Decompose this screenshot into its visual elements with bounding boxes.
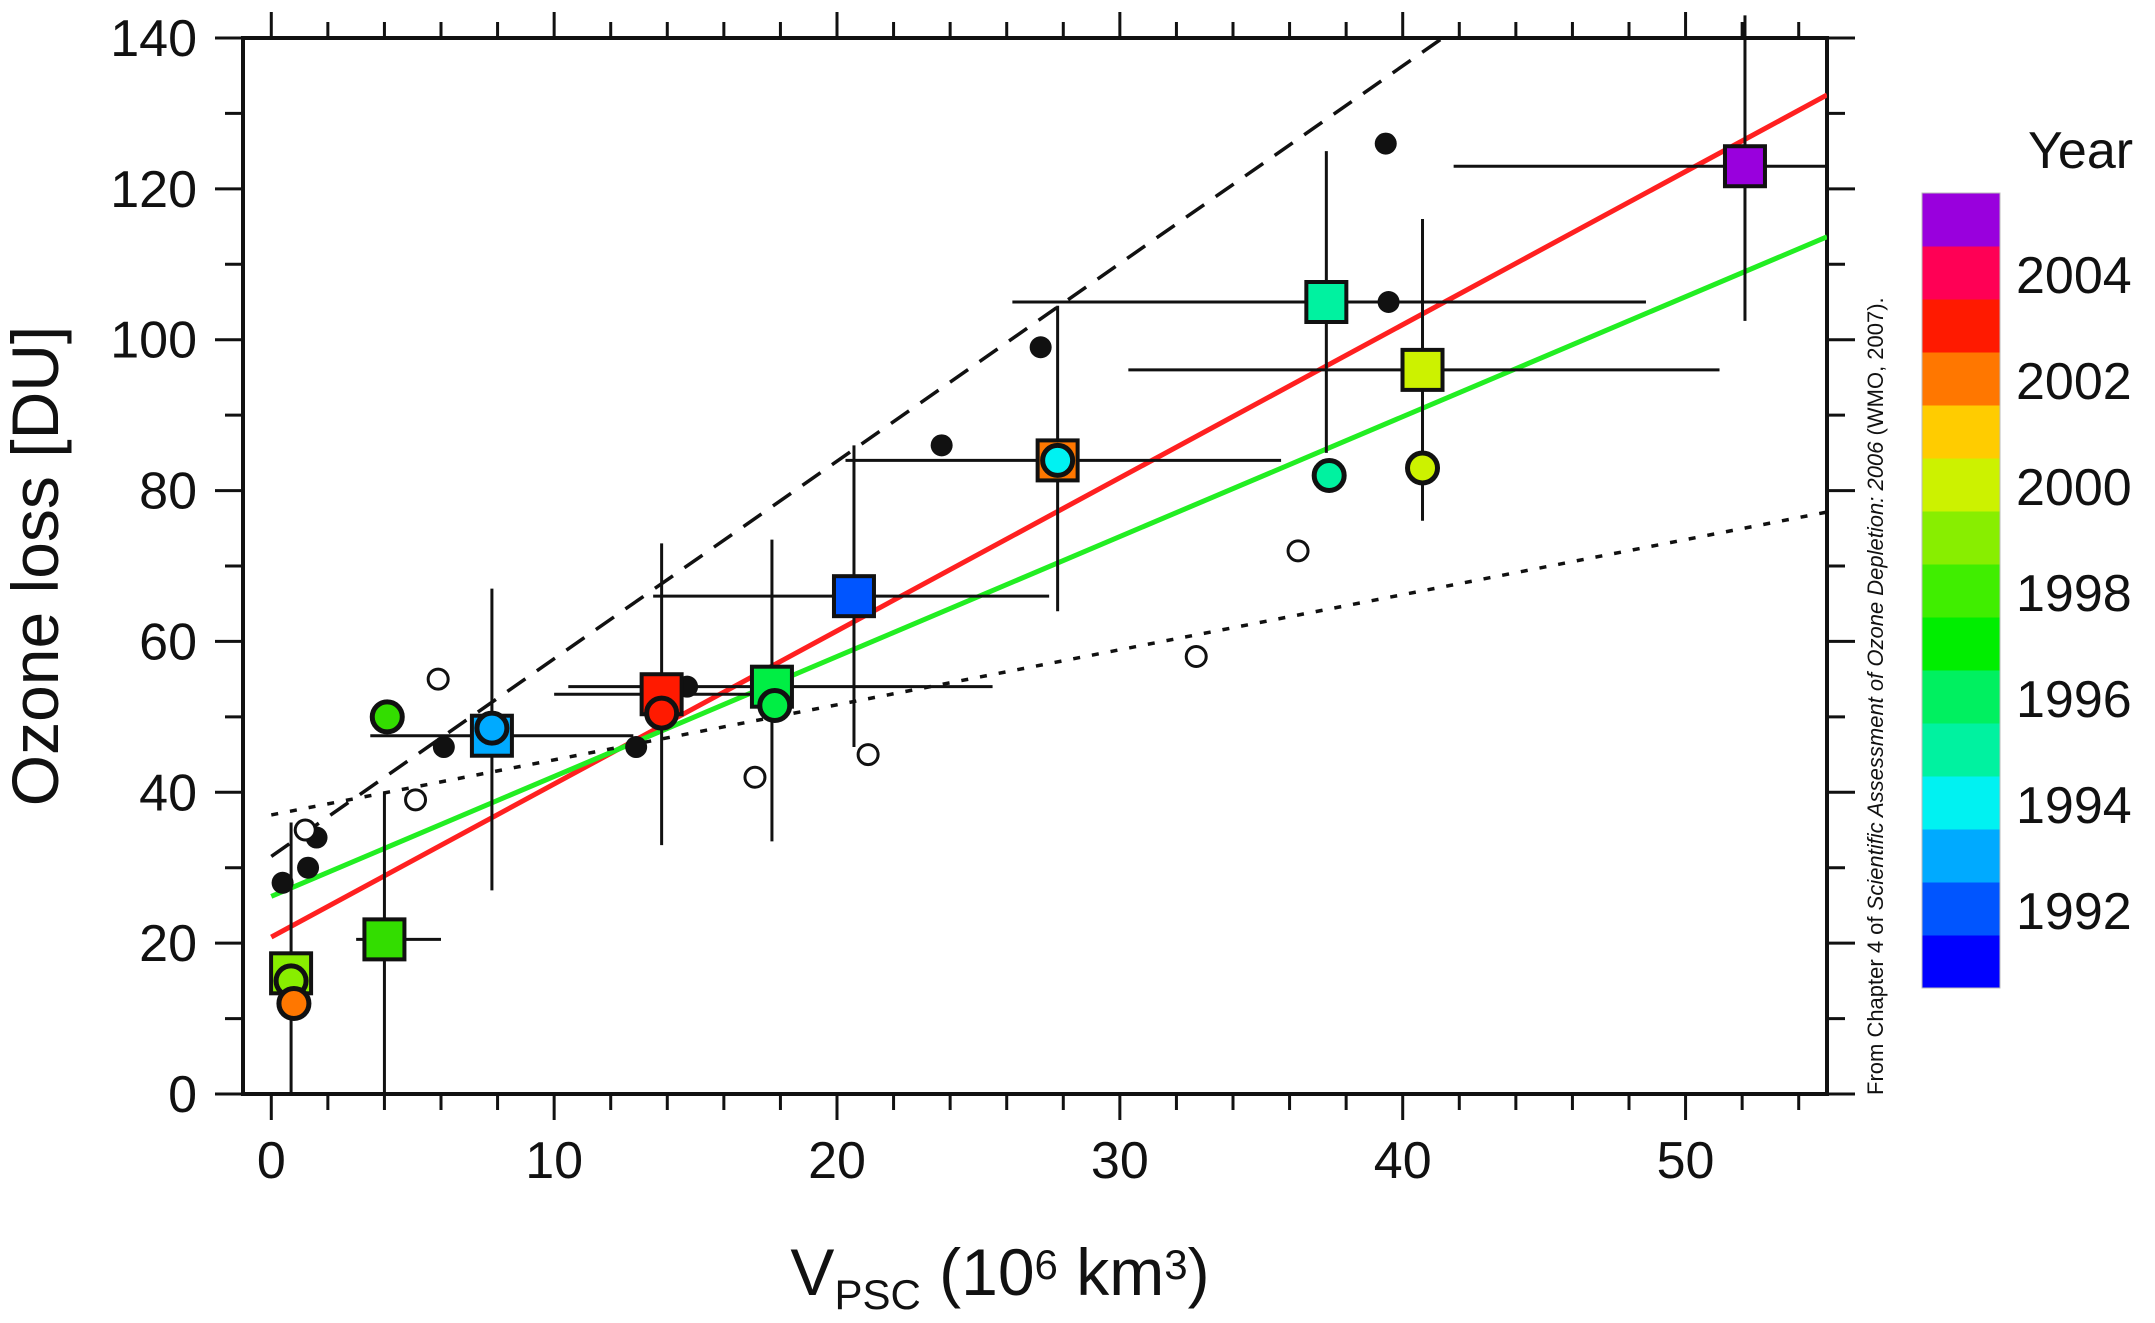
colorbar-label: 2000 [2016,459,2132,517]
x-tick-label: 50 [1657,1132,1715,1190]
circle-marker [757,688,793,724]
open-dot-marker [293,818,317,842]
colorbar-segment [1922,882,2000,936]
circle-marker [474,710,510,746]
x-axis-title: VPSC (106 km3) [790,1235,1209,1318]
y-axis-title: Ozone loss [DU] [0,326,72,807]
data-markers [269,132,1767,1021]
colorbar-label: 2002 [2016,353,2132,411]
y-tick-label: 140 [110,10,197,68]
x-tick-label: 30 [1091,1132,1149,1190]
x-title-part1: (10 [921,1235,1035,1309]
colorbar-segment [1922,829,2000,883]
x-title-main: V [790,1235,834,1309]
colorbar-segment [1922,246,2000,300]
colorbar-segment [1922,511,2000,565]
open-dot-marker [1286,539,1310,563]
y-tick-label: 120 [110,161,197,219]
square-marker [831,574,876,619]
source-suffix: (WMO, 2007). [1863,297,1888,441]
x-tick-label: 10 [525,1132,583,1190]
x-title-part2: km [1058,1235,1164,1309]
y-tick-label: 20 [139,915,197,973]
circle-marker [1040,442,1076,478]
fit-line-dashed [270,38,1446,858]
y-tick-label: 100 [110,312,197,370]
x-title-superscript: 6 [1035,1241,1058,1288]
colorbar-segment [1922,617,2000,671]
circle-marker [369,699,405,735]
square-marker [1722,144,1767,189]
colorbar-labels: 2004 2002 2000 1998 1996 1994 1992 [2016,247,2132,941]
colorbar-border [1921,192,2001,989]
plot-border [241,36,1829,1096]
colorbar-label: 1994 [2016,777,2132,835]
fit-line-solid [270,92,1827,940]
filled-dot-marker [1374,132,1397,155]
colorbar-segment [1922,935,2000,989]
y-tick-label: 0 [168,1066,197,1124]
x-title-subscript: PSC [834,1271,920,1318]
x-tick-label: 20 [808,1132,866,1190]
circle-marker [1311,457,1347,493]
year-colorbar [1921,192,2001,989]
filled-dot-marker [930,434,953,457]
filled-dot-marker [297,856,320,879]
colorbar-title: Year [2028,122,2133,180]
colorbar-segment [1922,458,2000,512]
square-marker [1400,347,1445,392]
colorbar-segment [1922,299,2000,353]
source-italic: Scientific Assessment of Ozone Depletion… [1863,441,1888,911]
square-marker [362,917,407,962]
plot-frame [241,36,1829,1096]
fit-line-solid [270,234,1827,899]
circle-marker [644,695,680,731]
axis-tick-labels: 0 10 20 30 40 50 0 20 40 60 80 100 120 140 [110,10,1714,1190]
x-tick-label: 0 [257,1132,286,1190]
square-marker [1304,280,1349,324]
source-prefix: From Chapter 4 of [1863,910,1888,1095]
circle-marker [1405,450,1441,486]
filled-dot-marker [432,736,455,759]
x-tick-label: 40 [1374,1132,1432,1190]
open-dot-marker [1184,645,1208,669]
colorbar-segment [1922,405,2000,459]
y-tick-label: 40 [139,764,197,822]
axis-ticks [215,12,1855,1120]
filled-dot-marker [1029,336,1052,359]
open-dot-marker [404,788,428,812]
colorbar-segment [1922,352,2000,406]
colorbar-segment [1922,723,2000,777]
source-annotation: From Chapter 4 of Scientific Assessment … [1863,297,1888,1095]
open-dot-marker [426,667,450,691]
filled-dot-marker [1377,291,1400,313]
y-tick-label: 60 [139,613,197,671]
filled-dot-marker [271,871,294,894]
open-dot-marker [743,765,767,789]
x-title-part3: ) [1188,1235,1210,1309]
filled-dot-marker [625,736,648,759]
colorbar-segment [1922,776,2000,830]
open-dot-marker [856,743,880,767]
fit-line-dotted [270,510,1827,817]
y-tick-label: 80 [139,463,197,521]
colorbar-label: 1996 [2016,671,2132,729]
fit-lines [270,38,1827,940]
colorbar-label: 2004 [2016,247,2132,305]
colorbar-segment [1922,564,2000,618]
colorbar-segment [1922,670,2000,724]
error-bars [289,15,1827,1094]
colorbar-label: 1992 [2016,883,2132,941]
x-title-superscript2: 3 [1164,1241,1187,1288]
circle-marker [276,985,312,1021]
colorbar-label: 1998 [2016,565,2132,623]
colorbar-segment [1922,193,2000,247]
